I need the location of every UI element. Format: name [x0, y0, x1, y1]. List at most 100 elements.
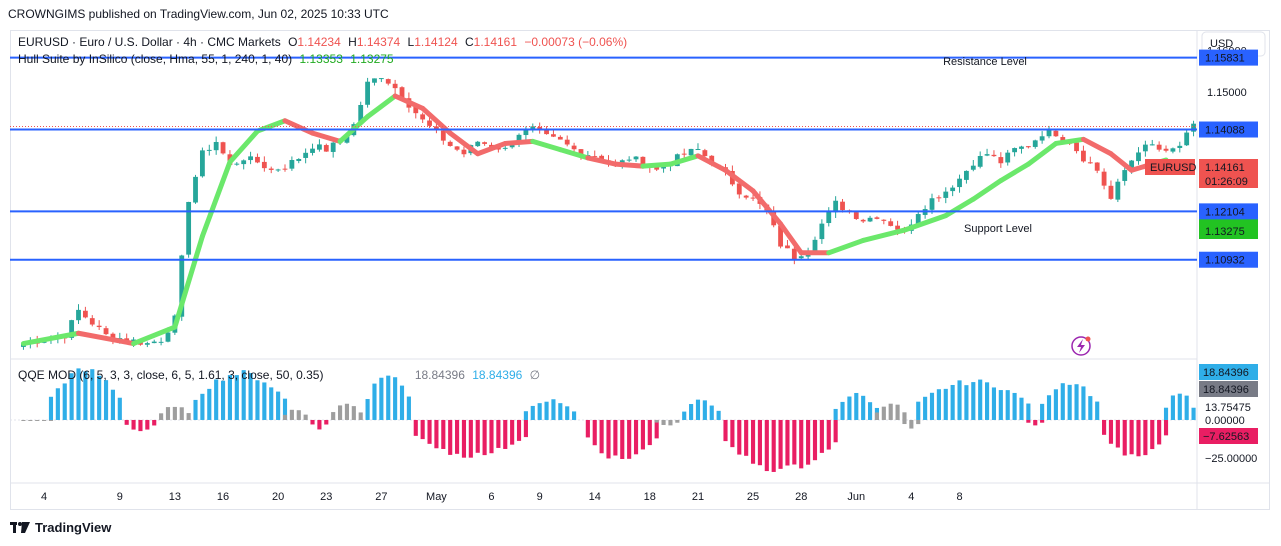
qqe-bar: [1005, 390, 1010, 420]
qqe-bar: [434, 419, 439, 449]
currency-label[interactable]: USD: [1210, 38, 1234, 50]
qqe-bar: [468, 419, 473, 458]
candle-body: [461, 149, 467, 155]
candle-body: [881, 219, 887, 221]
qqe-flag: ∅: [529, 368, 541, 382]
qqe-bar: [358, 412, 363, 420]
candle-body: [454, 146, 460, 150]
hull-segment: [76, 330, 137, 347]
qqe-bar: [971, 382, 976, 420]
candle-body: [344, 135, 350, 143]
qqe-bar: [386, 375, 391, 420]
hull-value-2: 1.13275: [350, 52, 394, 66]
hull-segment: [199, 159, 233, 239]
candle-body: [633, 156, 639, 160]
qqe-value-1: 18.84396: [414, 368, 465, 382]
qqe-bar: [1088, 396, 1093, 420]
hull-segment: [392, 93, 426, 111]
hull-segment: [365, 93, 398, 120]
qqe-bar: [152, 419, 157, 426]
candle-body: [399, 87, 405, 100]
qqe-bar: [351, 406, 356, 420]
candle-body: [110, 333, 116, 340]
qqe-bar: [702, 400, 707, 420]
qqe-bar: [227, 375, 232, 420]
qqe-bar: [220, 380, 226, 420]
qqe-bar: [42, 419, 47, 421]
candle-body: [895, 225, 900, 230]
qqe-bar: [179, 407, 184, 420]
high-label: H: [348, 35, 357, 49]
qqe-bar: [606, 419, 611, 459]
symbol-label[interactable]: EURUSD · Euro / U.S. Dollar · 4h · CMC M…: [18, 35, 281, 49]
qqe-bar: [310, 419, 315, 425]
qqe-bar: [806, 419, 811, 465]
time-tick-label: 18: [644, 491, 656, 503]
hull-name[interactable]: Hull Suite by InSilico (close, Hma, 55, …: [18, 52, 293, 66]
candle-body: [791, 248, 797, 260]
qqe-name[interactable]: QQE MOD (6, 5, 3, 3, close, 6, 5, 1.61, …: [18, 368, 324, 382]
qqe-bar: [331, 412, 336, 420]
candle-body: [303, 152, 309, 158]
qqe-bar: [551, 399, 556, 420]
qqe-bar: [482, 419, 487, 456]
hull-segment: [1080, 136, 1114, 157]
candle-body: [96, 325, 102, 328]
qqe-bar: [861, 395, 866, 420]
hull-segment: [901, 213, 949, 233]
qqe-bar: [21, 419, 26, 421]
main-legend: EURUSD · Euro / U.S. Dollar · 4h · CMC M…: [18, 35, 631, 49]
qqe-bar: [537, 403, 542, 420]
candle-body: [853, 212, 859, 219]
time-tick-label: 9: [117, 491, 123, 503]
candle-body: [702, 150, 708, 157]
qqe-bar: [833, 408, 838, 420]
candle-body: [819, 223, 825, 240]
candle-body: [998, 157, 1004, 164]
price-tag-label: 1.14161: [1205, 162, 1245, 174]
price-tag-label: 1.14088: [1205, 125, 1245, 137]
qqe-bar: [1012, 392, 1017, 420]
hull-segment: [1053, 136, 1086, 146]
qqe-bar: [957, 380, 962, 420]
candle-body: [736, 183, 742, 195]
candle-body: [860, 219, 866, 222]
hull-segment: [310, 130, 343, 144]
qqe-bar: [448, 419, 453, 455]
candle-body: [1149, 144, 1155, 146]
hull-segment: [970, 178, 1004, 202]
qqe-bar: [103, 380, 109, 420]
candle-body: [950, 187, 956, 192]
candle-body: [798, 256, 804, 259]
qqe-bar: [337, 405, 343, 420]
hull-segment: [667, 153, 701, 167]
candle-body: [743, 195, 749, 198]
price-tag: [1199, 251, 1258, 268]
qqe-bar: [771, 419, 776, 472]
candle-body: [544, 130, 549, 135]
symbol-tag-label: EURUSD: [1150, 162, 1197, 174]
qqe-bar: [640, 419, 645, 450]
qqe-bar: [558, 403, 563, 420]
qqe-bar: [97, 375, 102, 420]
time-tick-label: 4: [41, 491, 47, 503]
hull-segment: [943, 196, 976, 219]
qqe-scale-label: −7.62563: [1203, 431, 1249, 443]
hull-segment: [131, 324, 178, 347]
candle-body: [413, 107, 419, 114]
qqe-bar: [523, 411, 528, 420]
candle-body: [289, 159, 295, 169]
qqe-bar: [461, 419, 467, 458]
open-value: 1.14234: [297, 35, 341, 49]
candle-body: [936, 197, 942, 199]
candle-body: [1177, 145, 1183, 148]
hull-segment: [998, 161, 1031, 184]
qqe-bar: [792, 419, 797, 465]
qqe-bar: [420, 419, 425, 440]
qqe-bar: [826, 419, 831, 450]
qqe-bar: [1053, 389, 1058, 420]
qqe-bar: [282, 414, 288, 420]
qqe-bar: [262, 382, 267, 420]
qqe-bar: [909, 419, 914, 429]
